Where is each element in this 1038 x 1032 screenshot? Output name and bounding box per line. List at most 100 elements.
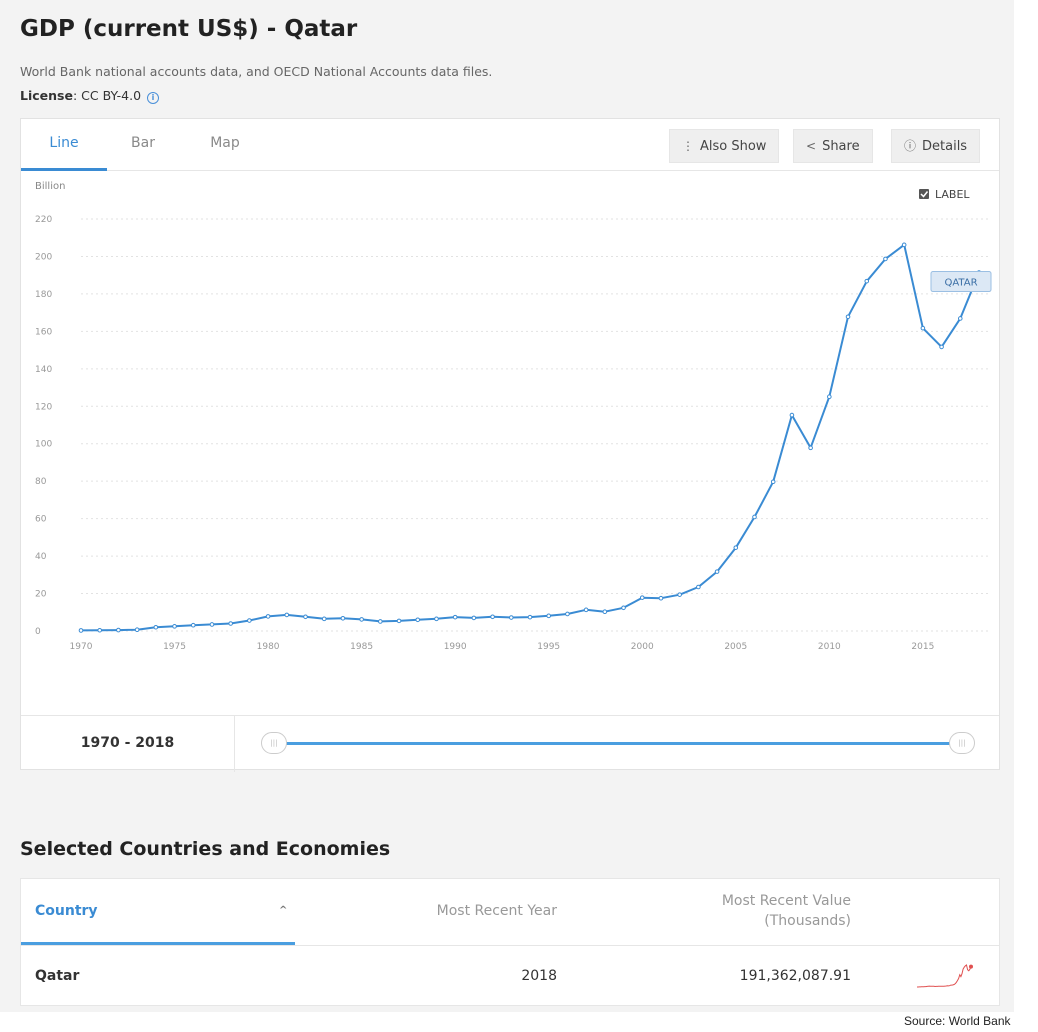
details-label: Details bbox=[922, 139, 968, 154]
data-point-2009 bbox=[808, 445, 813, 451]
y-tick-label-20: 20 bbox=[35, 590, 47, 600]
data-point-1996 bbox=[565, 611, 570, 617]
data-point-1989 bbox=[434, 616, 439, 622]
data-point-2008 bbox=[789, 412, 795, 418]
range-end-handle[interactable]: ||| bbox=[949, 732, 975, 754]
license-value: : CC BY-4.0 bbox=[72, 88, 142, 103]
data-point-1974 bbox=[153, 624, 159, 630]
also-show-label: Also Show bbox=[700, 139, 767, 154]
label-toggle-text: LABEL bbox=[935, 188, 970, 201]
sparkline-line bbox=[917, 964, 972, 988]
range-label: 1970 - 2018 bbox=[21, 716, 235, 772]
x-tick-label-1985: 1985 bbox=[350, 642, 373, 652]
range-start-handle[interactable]: ||| bbox=[261, 732, 287, 754]
y-tick-label-100: 100 bbox=[35, 440, 52, 450]
value-column-header: Most Recent Value (Thousands) bbox=[611, 879, 851, 945]
data-point-2006 bbox=[752, 514, 757, 520]
data-point-1985 bbox=[359, 617, 364, 622]
license-line: License: CC BY-4.0 i bbox=[20, 88, 160, 104]
x-tick-label-2015: 2015 bbox=[911, 642, 934, 652]
country-header-label: Country bbox=[35, 903, 98, 919]
chart-tabs: Line Bar Map ⋮ Also Show < Share ⓘ Details bbox=[21, 119, 999, 171]
range-slider-track[interactable] bbox=[279, 742, 955, 745]
data-point-2014 bbox=[901, 242, 907, 248]
y-tick-label-0: 0 bbox=[35, 627, 41, 637]
data-point-2005 bbox=[733, 545, 739, 550]
data-point-1992 bbox=[490, 614, 495, 620]
data-point-1999 bbox=[621, 605, 626, 611]
data-point-2011 bbox=[845, 314, 851, 320]
sparkline-end-dot bbox=[969, 964, 973, 969]
value-header-line1: Most Recent Value bbox=[721, 893, 851, 909]
year-column-header: Most Recent Year bbox=[436, 903, 557, 919]
info-icon[interactable]: i bbox=[147, 92, 160, 104]
data-point-1997 bbox=[583, 607, 589, 613]
data-point-1991 bbox=[471, 615, 477, 621]
section-title: Selected Countries and Economies bbox=[20, 838, 391, 860]
y-axis-unit-label: Billion bbox=[35, 181, 65, 192]
tab-line[interactable]: Line bbox=[21, 119, 107, 171]
data-point-2015 bbox=[920, 325, 926, 331]
table-cell-year: 2018 bbox=[521, 968, 557, 984]
y-tick-label-120: 120 bbox=[35, 402, 52, 412]
license-label: License bbox=[20, 88, 73, 103]
data-point-2007 bbox=[770, 479, 776, 485]
sort-ascending-icon[interactable]: ^ bbox=[279, 905, 288, 916]
data-point-2002 bbox=[677, 592, 682, 597]
data-point-2000 bbox=[639, 595, 645, 600]
data-point-1987 bbox=[396, 618, 402, 624]
info-circle-icon: ⓘ bbox=[904, 139, 917, 153]
y-tick-label-160: 160 bbox=[35, 327, 52, 337]
data-point-1983 bbox=[321, 616, 327, 622]
data-point-1970 bbox=[78, 628, 84, 633]
data-point-2001 bbox=[658, 595, 664, 601]
sparkline bbox=[917, 964, 973, 988]
data-point-2013 bbox=[883, 256, 888, 262]
tab-bar[interactable]: Bar bbox=[131, 135, 155, 151]
data-point-1993 bbox=[508, 615, 514, 620]
data-point-2016 bbox=[939, 344, 944, 350]
data-point-1995 bbox=[546, 613, 552, 619]
table-cell-country[interactable]: Qatar bbox=[35, 968, 80, 984]
share-label: Share bbox=[822, 139, 860, 154]
table-cell-value: 191,362,087.91 bbox=[739, 968, 851, 984]
y-tick-label-40: 40 bbox=[35, 552, 47, 562]
x-tick-label-1975: 1975 bbox=[163, 642, 186, 652]
x-tick-label-1970: 1970 bbox=[70, 642, 93, 652]
data-point-1980 bbox=[265, 614, 271, 619]
y-tick-label-80: 80 bbox=[35, 477, 47, 487]
y-tick-label-140: 140 bbox=[35, 365, 52, 375]
series-label-box bbox=[930, 271, 992, 293]
data-point-1972 bbox=[116, 627, 121, 633]
data-point-1978 bbox=[228, 621, 233, 626]
y-tick-label-200: 200 bbox=[35, 252, 52, 262]
data-point-1971 bbox=[97, 627, 103, 633]
also-show-button[interactable]: ⋮ Also Show bbox=[669, 129, 780, 163]
x-tick-label-2005: 2005 bbox=[724, 642, 747, 652]
share-button[interactable]: < Share bbox=[793, 129, 873, 163]
series-line-qatar bbox=[80, 243, 980, 632]
header-divider bbox=[21, 945, 999, 946]
data-point-1982 bbox=[303, 614, 308, 620]
data-point-2003 bbox=[696, 584, 701, 590]
data-point-2017 bbox=[957, 316, 963, 321]
details-button[interactable]: ⓘ Details bbox=[891, 129, 981, 163]
data-point-1975 bbox=[172, 624, 177, 629]
data-point-1973 bbox=[134, 627, 140, 632]
label-checkbox[interactable] bbox=[919, 189, 929, 199]
series-label-qatar: QATAR bbox=[944, 278, 977, 289]
data-point-2004 bbox=[714, 569, 720, 574]
value-header-line2: (Thousands) bbox=[764, 913, 851, 929]
data-point-1984 bbox=[340, 615, 346, 621]
x-tick-label-2010: 2010 bbox=[818, 642, 841, 652]
range-bar: 1970 - 2018 ||| ||| bbox=[21, 715, 999, 772]
tab-map[interactable]: Map bbox=[210, 135, 240, 151]
country-column-header[interactable]: Country ^ bbox=[21, 879, 295, 945]
x-tick-label-1995: 1995 bbox=[537, 642, 560, 652]
data-point-1988 bbox=[415, 617, 421, 623]
data-point-1990 bbox=[452, 614, 458, 620]
data-point-2012 bbox=[864, 278, 870, 284]
data-point-1976 bbox=[190, 622, 196, 628]
data-point-1986 bbox=[378, 619, 383, 624]
checkmark-icon bbox=[920, 191, 929, 198]
